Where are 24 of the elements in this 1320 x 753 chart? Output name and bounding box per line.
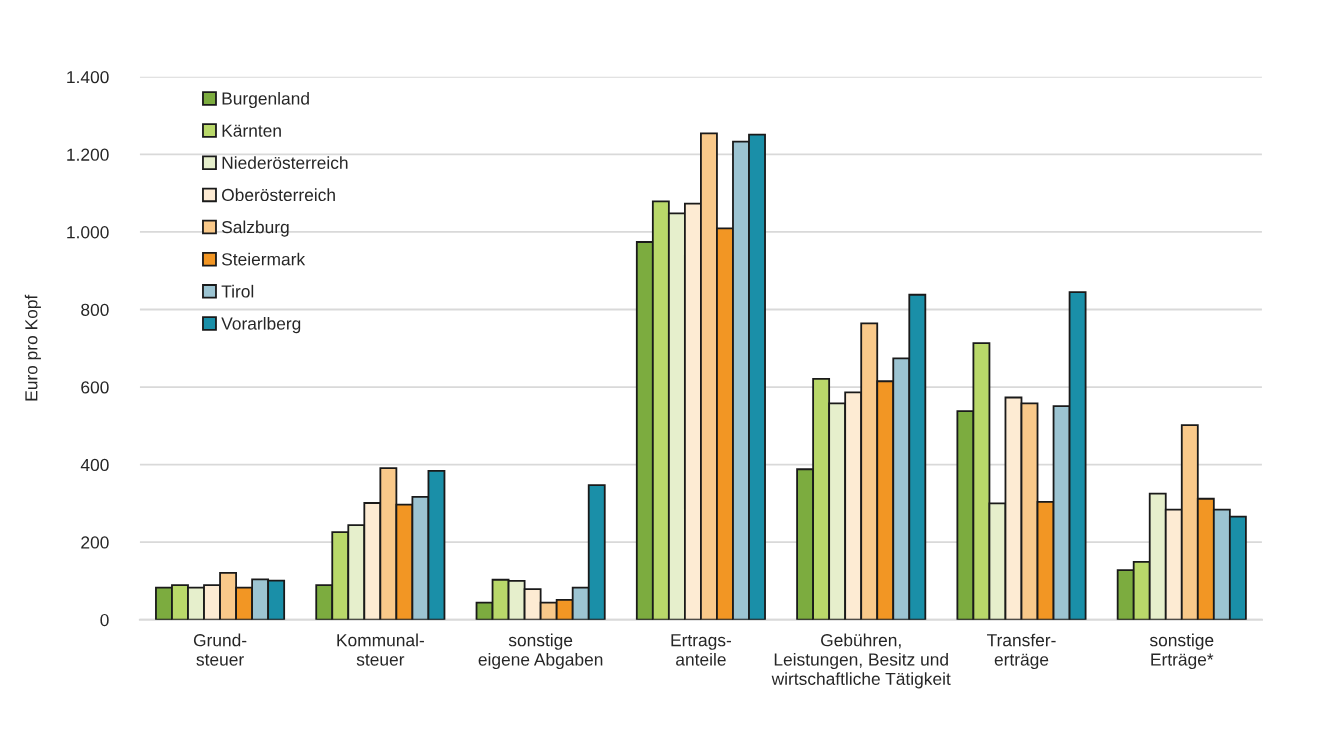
legend-label: Oberösterreich (222, 188, 335, 202)
legend-label: Niederösterreich (222, 156, 348, 169)
x-tick-label: sonstige Erträge* (1149, 633, 1214, 670)
y-tick-label: 600 (81, 381, 109, 394)
y-tick-label: 0 (100, 613, 109, 627)
x-tick-label: Ertrags- anteile (671, 634, 732, 666)
y-axis-title: Euro pro Kopf (24, 294, 41, 401)
legend-label: Kärnten (222, 124, 281, 137)
legend-label: Salzburg (221, 220, 289, 237)
y-tick-label: 1.000 (67, 226, 109, 239)
x-tick-label: Gebühren, Leistungen, Besitz und wirtschaftliche Tätigkeit (771, 633, 951, 689)
y-tick-label: 200 (81, 536, 109, 549)
y-tick-label: 800 (81, 303, 109, 316)
x-tick-label: Transfer- erträge (987, 633, 1056, 670)
y-tick-label: 1.400 (67, 70, 109, 84)
x-tick-label: sonstige eigene Abgaben (478, 633, 603, 670)
legend-label: Burgenland (222, 91, 309, 109)
legend-label: Steiermark (221, 252, 306, 266)
y-tick-label: 1.200 (67, 148, 109, 161)
y-tick-label: 400 (80, 458, 109, 472)
x-tick-label: Grund- steuer (193, 633, 247, 666)
x-tick-label: Kommunal- steuer (337, 633, 424, 666)
legend-label: Vorarlberg (221, 316, 301, 334)
legend-label: Tirol (221, 284, 254, 298)
